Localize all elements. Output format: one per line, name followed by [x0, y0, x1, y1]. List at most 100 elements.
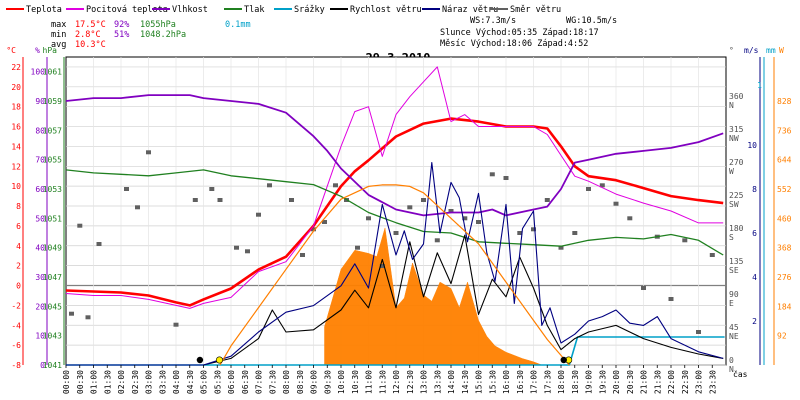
x-tick-label: 00:30 — [76, 370, 85, 394]
stats-moon: Měsíc Východ:18:06 Západ:4:52 — [440, 39, 588, 49]
stats-max-label: max — [51, 20, 66, 30]
x-tick-label: 15:00 — [475, 370, 484, 394]
dir-tick-label: 0 — [729, 356, 734, 365]
x-tick-label: 11:30 — [378, 370, 387, 394]
wind-direction-point — [85, 315, 91, 320]
x-tick-label: 03:00 — [145, 370, 154, 394]
axes: hPa1041104310451047104910511053105510571… — [6, 46, 791, 394]
wind-direction-point — [407, 205, 413, 210]
stats-ws: WS:7.3m/s — [470, 16, 516, 26]
x-tick-label: 10:00 — [337, 370, 346, 394]
y-tick-label: 1059 — [43, 97, 62, 106]
x-tick-label: 07:00 — [255, 370, 264, 394]
y-tick-label: 90 — [35, 97, 45, 106]
dir-tick-name: N — [729, 365, 734, 374]
y-tick-label: 368 — [777, 244, 792, 253]
dir-tick-name: N — [729, 101, 734, 110]
x-tick-label: 14:00 — [447, 370, 456, 394]
axis-label: mm — [766, 46, 776, 55]
y-tick-label: 16 — [11, 123, 21, 132]
y-tick-label: 2 — [752, 317, 757, 326]
x-tick-label: 01:30 — [103, 370, 112, 394]
x-tick-label: 01:00 — [90, 370, 99, 394]
wind-direction-point — [696, 330, 701, 334]
x-tick-label: 23:30 — [708, 370, 717, 394]
y-tick-label: 8 — [16, 202, 21, 211]
dir-tick-name: SW — [729, 200, 739, 209]
y-tick-label: 552 — [777, 185, 792, 194]
wind-direction-point — [586, 187, 591, 191]
wind-direction-point — [434, 238, 440, 243]
wind-direction-point — [77, 223, 83, 228]
y-tick-label: 184 — [777, 302, 792, 311]
y-tick-label: 10 — [11, 182, 21, 191]
y-tick-label: 0 — [40, 361, 45, 370]
wind-direction-point — [96, 242, 102, 246]
wind-direction-point — [682, 238, 688, 243]
wind-direction-point — [379, 264, 385, 268]
x-tick-label: 09:30 — [323, 370, 332, 394]
y-tick-label: 276 — [777, 273, 792, 282]
x-tick-label: 09:00 — [310, 370, 319, 394]
x-tick-label: 15:30 — [488, 370, 497, 394]
legend-label: Náraz větru — [442, 5, 498, 15]
y-tick-label: 1051 — [43, 214, 62, 223]
x-tick-label: 16:30 — [516, 370, 525, 394]
series-line — [66, 336, 725, 366]
x-tick-label: 06:00 — [227, 370, 236, 394]
y-tick-label: 12 — [11, 162, 21, 171]
x-tick-label: 21:00 — [640, 370, 649, 394]
x-tick-label: 20:30 — [626, 370, 635, 394]
moon-marker — [560, 356, 567, 364]
wind-direction-point — [517, 231, 523, 235]
x-tick-label: 07:30 — [268, 370, 277, 394]
x-tick-label: 13:30 — [433, 370, 442, 394]
y-tick-label: 40 — [35, 244, 45, 253]
axis-label: m/s — [744, 46, 759, 55]
legend-label: Teplota — [26, 5, 62, 15]
stats-max-hum: 92% — [114, 20, 129, 30]
wind-direction-point — [641, 286, 646, 290]
x-tick-label: 19:30 — [598, 370, 607, 394]
dir-tick-name: E — [729, 299, 734, 308]
y-tick-label: 8 — [752, 185, 757, 194]
wind-direction-point — [322, 220, 327, 224]
wind-direction-point — [135, 205, 140, 210]
y-tick-label: 6 — [752, 229, 757, 238]
legend-label: Směr větru — [510, 5, 561, 15]
dir-tick-label: 45 — [729, 323, 739, 332]
y-tick-label: -2 — [11, 301, 21, 310]
legend-label: Pocitová teplota — [86, 5, 168, 15]
dir-tick-label: 135 — [729, 257, 744, 266]
x-tick-label: 05:00 — [200, 370, 209, 394]
dir-tick-name: NE — [729, 332, 739, 341]
wind-direction-point — [267, 183, 272, 188]
wind-direction-point — [709, 253, 715, 257]
y-tick-label: 1045 — [43, 302, 62, 311]
x-tick-label: 06:30 — [241, 370, 250, 394]
y-tick-label: 4 — [16, 242, 21, 251]
y-tick-label: 1057 — [43, 126, 62, 135]
wind-direction-point — [448, 209, 454, 213]
y-tick-label: 22 — [11, 63, 21, 72]
axis-label: °C — [6, 46, 16, 55]
stats-avg-temp: 10.3°C — [75, 40, 106, 50]
wind-direction-point — [217, 198, 223, 202]
stats-min-temp: 2.8°C — [75, 30, 101, 40]
wind-direction-point — [173, 322, 179, 327]
legend-label: Srážky — [294, 5, 325, 15]
legend-label: Tlak — [244, 5, 264, 15]
stats-min-hum: 51% — [114, 30, 129, 40]
plot-area — [65, 56, 727, 366]
wind-direction-point — [572, 231, 578, 235]
x-tick-label: 13:00 — [420, 370, 429, 394]
y-tick-label: 1043 — [43, 332, 62, 341]
y-tick-label: 1047 — [43, 273, 62, 282]
wind-direction-point — [209, 187, 215, 191]
y-tick-label: 70 — [35, 156, 45, 165]
y-tick-label: 644 — [777, 156, 792, 165]
y-tick-label: 30 — [35, 273, 45, 282]
wind-direction-point — [558, 245, 564, 250]
y-tick-label: 1061 — [43, 68, 62, 77]
